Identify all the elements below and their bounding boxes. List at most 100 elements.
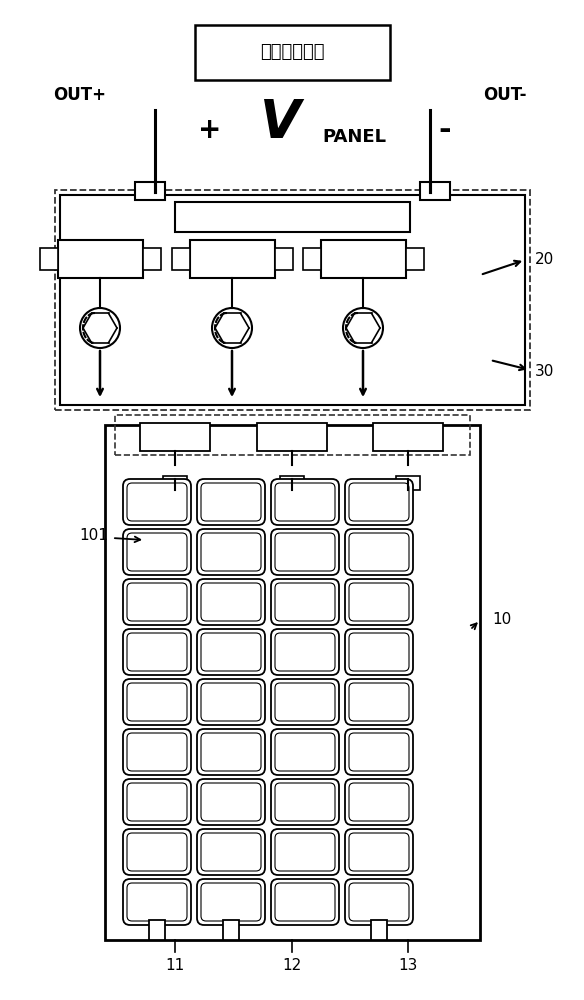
Bar xyxy=(257,423,327,451)
FancyBboxPatch shape xyxy=(345,479,413,525)
FancyBboxPatch shape xyxy=(275,883,335,921)
FancyBboxPatch shape xyxy=(127,533,187,571)
FancyBboxPatch shape xyxy=(123,879,191,925)
Text: 20: 20 xyxy=(535,252,554,267)
FancyBboxPatch shape xyxy=(197,679,265,725)
FancyBboxPatch shape xyxy=(345,529,413,575)
FancyBboxPatch shape xyxy=(271,879,339,925)
FancyBboxPatch shape xyxy=(127,883,187,921)
FancyBboxPatch shape xyxy=(123,729,191,775)
Text: OUT+: OUT+ xyxy=(54,86,106,104)
FancyBboxPatch shape xyxy=(123,529,191,575)
FancyBboxPatch shape xyxy=(345,829,413,875)
FancyBboxPatch shape xyxy=(127,783,187,821)
FancyBboxPatch shape xyxy=(275,533,335,571)
FancyBboxPatch shape xyxy=(123,579,191,625)
Bar xyxy=(280,476,304,490)
FancyBboxPatch shape xyxy=(127,683,187,721)
Bar xyxy=(405,248,423,270)
Bar xyxy=(55,190,530,410)
Text: -: - xyxy=(439,115,451,144)
FancyBboxPatch shape xyxy=(349,783,409,821)
Bar xyxy=(163,476,187,490)
FancyBboxPatch shape xyxy=(201,633,261,671)
FancyBboxPatch shape xyxy=(345,729,413,775)
Bar xyxy=(371,920,387,940)
FancyBboxPatch shape xyxy=(123,479,191,525)
Bar xyxy=(149,920,165,940)
FancyBboxPatch shape xyxy=(201,533,261,571)
FancyBboxPatch shape xyxy=(197,529,265,575)
FancyBboxPatch shape xyxy=(201,483,261,521)
Text: 101: 101 xyxy=(79,528,108,542)
FancyBboxPatch shape xyxy=(275,833,335,871)
Bar xyxy=(172,248,189,270)
FancyBboxPatch shape xyxy=(349,683,409,721)
FancyBboxPatch shape xyxy=(271,529,339,575)
Text: 电压电流输出: 电压电流输出 xyxy=(260,43,325,62)
Bar xyxy=(223,920,239,940)
FancyBboxPatch shape xyxy=(349,583,409,621)
Text: 12: 12 xyxy=(283,958,301,972)
Text: +: + xyxy=(199,116,222,144)
FancyBboxPatch shape xyxy=(275,683,335,721)
FancyBboxPatch shape xyxy=(345,879,413,925)
FancyBboxPatch shape xyxy=(349,833,409,871)
FancyBboxPatch shape xyxy=(201,833,261,871)
FancyBboxPatch shape xyxy=(197,879,265,925)
FancyBboxPatch shape xyxy=(123,779,191,825)
FancyBboxPatch shape xyxy=(123,679,191,725)
Text: V: V xyxy=(259,97,300,149)
FancyBboxPatch shape xyxy=(349,483,409,521)
FancyBboxPatch shape xyxy=(201,683,261,721)
FancyBboxPatch shape xyxy=(201,733,261,771)
Bar xyxy=(135,182,165,200)
Circle shape xyxy=(80,308,120,348)
FancyBboxPatch shape xyxy=(275,483,335,521)
FancyBboxPatch shape xyxy=(275,583,335,621)
Bar xyxy=(140,423,210,451)
FancyBboxPatch shape xyxy=(345,779,413,825)
Text: 30: 30 xyxy=(535,364,554,379)
FancyBboxPatch shape xyxy=(271,679,339,725)
FancyBboxPatch shape xyxy=(349,533,409,571)
FancyBboxPatch shape xyxy=(197,629,265,675)
FancyBboxPatch shape xyxy=(345,629,413,675)
FancyBboxPatch shape xyxy=(127,733,187,771)
FancyBboxPatch shape xyxy=(127,833,187,871)
Bar xyxy=(57,240,142,278)
Circle shape xyxy=(212,308,252,348)
FancyBboxPatch shape xyxy=(271,779,339,825)
Bar xyxy=(373,423,443,451)
FancyBboxPatch shape xyxy=(271,579,339,625)
Bar xyxy=(274,248,293,270)
FancyBboxPatch shape xyxy=(197,479,265,525)
FancyBboxPatch shape xyxy=(201,783,261,821)
FancyBboxPatch shape xyxy=(271,729,339,775)
FancyBboxPatch shape xyxy=(271,829,339,875)
Bar xyxy=(189,240,274,278)
FancyBboxPatch shape xyxy=(127,483,187,521)
FancyBboxPatch shape xyxy=(197,829,265,875)
FancyBboxPatch shape xyxy=(197,579,265,625)
FancyBboxPatch shape xyxy=(275,633,335,671)
FancyBboxPatch shape xyxy=(275,733,335,771)
FancyBboxPatch shape xyxy=(197,779,265,825)
Bar xyxy=(142,248,161,270)
Bar xyxy=(175,202,410,232)
FancyBboxPatch shape xyxy=(123,829,191,875)
Text: 13: 13 xyxy=(398,958,418,972)
FancyBboxPatch shape xyxy=(271,479,339,525)
Text: OUT-: OUT- xyxy=(483,86,527,104)
Circle shape xyxy=(343,308,383,348)
Bar xyxy=(60,195,525,405)
FancyBboxPatch shape xyxy=(349,733,409,771)
Bar xyxy=(420,182,450,200)
Bar xyxy=(396,476,420,490)
FancyBboxPatch shape xyxy=(349,633,409,671)
FancyBboxPatch shape xyxy=(197,729,265,775)
FancyBboxPatch shape xyxy=(127,633,187,671)
Bar xyxy=(115,415,470,455)
FancyBboxPatch shape xyxy=(345,579,413,625)
Bar xyxy=(105,425,480,940)
